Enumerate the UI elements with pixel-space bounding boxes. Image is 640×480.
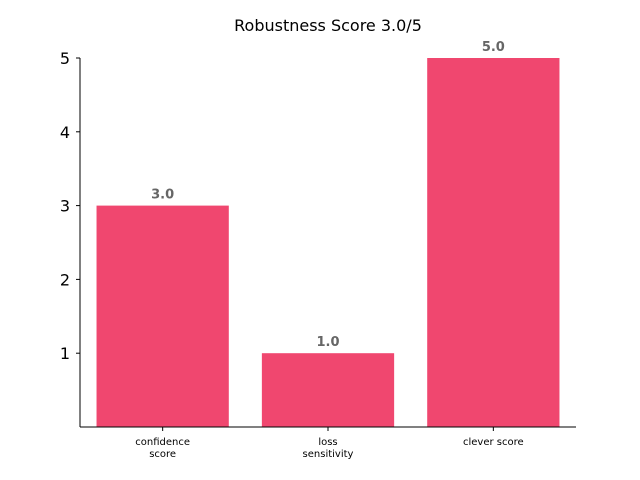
y-tick-label: 4 [60,123,70,142]
y-tick-label: 5 [60,49,70,68]
bar [96,205,229,427]
chart-title: Robustness Score 3.0/5 [234,16,422,35]
x-tick-label: clever score [463,437,524,448]
x-tick-label: confidence score [135,437,190,460]
bars-group: 3.0 1.0 5.0 [96,40,560,427]
y-tick-label: 2 [60,270,70,289]
x-tick-label: loss sensitivity [303,437,354,460]
bar [261,353,395,427]
bar-value-label: 5.0 [482,40,505,55]
y-tick-label: 3 [60,197,70,216]
x-axis: confidence score loss sensitivity clever sco… [80,426,576,460]
y-tick-label: 1 [60,344,70,363]
bar-value-label: 3.0 [151,188,174,203]
bar [427,58,560,427]
y-axis: 1 2 3 4 5 [60,49,81,427]
bar-value-label: 1.0 [316,335,339,350]
